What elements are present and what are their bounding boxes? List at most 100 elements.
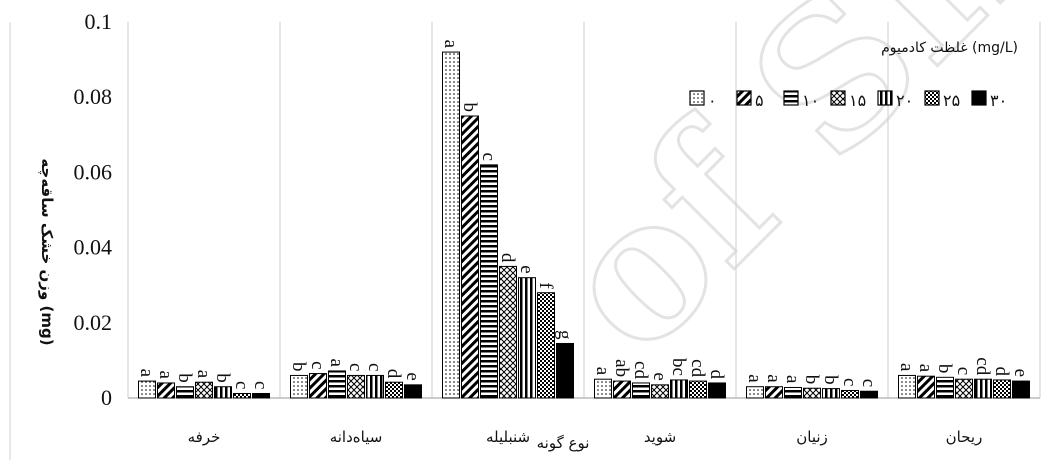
y-tick-label: 0 bbox=[101, 385, 112, 410]
significance-letter: a bbox=[896, 363, 917, 372]
bar bbox=[1012, 380, 1030, 399]
y-tick-label: 0.04 bbox=[74, 235, 113, 260]
significance-letter: c bbox=[478, 152, 499, 160]
significance-letter: a bbox=[763, 374, 784, 383]
significance-letter: b bbox=[934, 364, 955, 374]
significance-letter: cd bbox=[972, 357, 993, 375]
bar bbox=[328, 370, 346, 399]
significance-letter: a bbox=[193, 370, 214, 379]
bar bbox=[993, 379, 1011, 399]
significance-letter: c bbox=[839, 378, 860, 386]
bar bbox=[651, 384, 669, 399]
significance-letter: e bbox=[1010, 369, 1031, 377]
bar bbox=[708, 382, 726, 399]
legend-swatch bbox=[736, 90, 752, 106]
bar bbox=[537, 292, 555, 399]
x-tick-label: شوید bbox=[644, 428, 676, 446]
bar bbox=[157, 382, 175, 399]
bar bbox=[898, 374, 916, 399]
significance-letter: a bbox=[915, 364, 936, 373]
legend-swatch bbox=[830, 90, 846, 106]
y-tick-label: 0.08 bbox=[74, 84, 113, 109]
bar bbox=[594, 378, 612, 399]
bar bbox=[233, 392, 251, 399]
bar bbox=[461, 115, 479, 399]
legend-swatch bbox=[783, 90, 799, 106]
significance-letter: ab bbox=[611, 359, 632, 377]
bar bbox=[746, 386, 764, 399]
significance-letter: c bbox=[858, 379, 879, 387]
bar bbox=[689, 380, 707, 399]
significance-letter: c bbox=[345, 363, 366, 371]
legend-entry-label: ۱۰ bbox=[802, 91, 819, 110]
significance-letter: b bbox=[174, 373, 195, 383]
legend-swatch bbox=[971, 90, 987, 106]
significance-letter: b bbox=[820, 375, 841, 385]
bar bbox=[613, 380, 631, 399]
x-tick-label: ریحان bbox=[946, 428, 983, 446]
x-axis-label: نوع گونه bbox=[537, 434, 590, 452]
significance-letter: b bbox=[459, 103, 480, 113]
legend-entry-label: ۲۰ bbox=[896, 91, 913, 110]
significance-letter: a bbox=[744, 374, 765, 383]
x-tick-label: زنیان bbox=[796, 428, 828, 446]
bar bbox=[347, 374, 365, 399]
bar bbox=[252, 392, 270, 399]
significance-letter: c bbox=[307, 361, 328, 369]
watermark: of SID bbox=[514, 0, 1063, 395]
bar bbox=[632, 382, 650, 399]
bar bbox=[556, 342, 574, 399]
significance-letter: cd bbox=[687, 359, 708, 377]
y-tick-label: 0.1 bbox=[85, 9, 113, 34]
x-tick-label: خرفه bbox=[188, 428, 221, 446]
bar bbox=[309, 373, 327, 399]
bar bbox=[765, 386, 783, 399]
significance-letter: a bbox=[782, 375, 803, 384]
legend-title: غلظت کادمیوم (mg/L) bbox=[881, 40, 1018, 56]
legend-entry-label: ۰ bbox=[708, 91, 717, 110]
bar bbox=[936, 376, 954, 399]
significance-letter: a bbox=[592, 367, 613, 376]
significance-letter: d bbox=[706, 369, 727, 379]
significance-letter: b bbox=[288, 362, 309, 372]
y-tick-label: 0.06 bbox=[74, 159, 113, 184]
bar bbox=[366, 374, 384, 399]
bar bbox=[442, 51, 460, 399]
significance-letter: a bbox=[155, 371, 176, 380]
x-tick-label: شنبلیله bbox=[486, 428, 530, 446]
y-axis-label: وزن خشک ساقه‌چه (mg) bbox=[37, 158, 56, 345]
significance-letter: d bbox=[497, 253, 518, 263]
bar bbox=[670, 379, 688, 399]
significance-letter: c bbox=[231, 381, 252, 389]
bar bbox=[841, 389, 859, 399]
significance-letter: a bbox=[326, 358, 347, 367]
bar bbox=[499, 265, 517, 399]
bar bbox=[917, 375, 935, 399]
bar bbox=[385, 381, 403, 399]
x-tick-label: سیاه‌دانه bbox=[330, 428, 383, 446]
bar bbox=[214, 386, 232, 399]
bar bbox=[803, 387, 821, 399]
legend-entry-label: ۱۵ bbox=[849, 91, 866, 110]
legend-entry-label: ۳۰ bbox=[990, 91, 1007, 110]
bar bbox=[480, 164, 498, 399]
significance-letter: g bbox=[554, 330, 575, 340]
legend-swatch bbox=[924, 90, 940, 106]
plot-area: 00.020.040.060.080.1خرفهaababccسیاه‌دانه… bbox=[9, 9, 1041, 460]
legend-entry-label: ۵ bbox=[755, 91, 764, 110]
significance-letter: c bbox=[364, 363, 385, 371]
bar bbox=[195, 381, 213, 399]
significance-letter: bc bbox=[668, 358, 689, 376]
significance-letter: cd bbox=[630, 361, 651, 379]
significance-letter: a bbox=[440, 40, 461, 49]
legend-entry-label: ۲۵ bbox=[943, 91, 960, 110]
bar bbox=[860, 390, 878, 399]
significance-letter: e bbox=[402, 372, 423, 380]
bar bbox=[176, 386, 194, 399]
bar bbox=[955, 378, 973, 399]
legend-swatch bbox=[689, 90, 705, 106]
significance-letter: c bbox=[250, 381, 271, 389]
significance-letter: f bbox=[535, 282, 556, 289]
bar bbox=[290, 374, 308, 399]
